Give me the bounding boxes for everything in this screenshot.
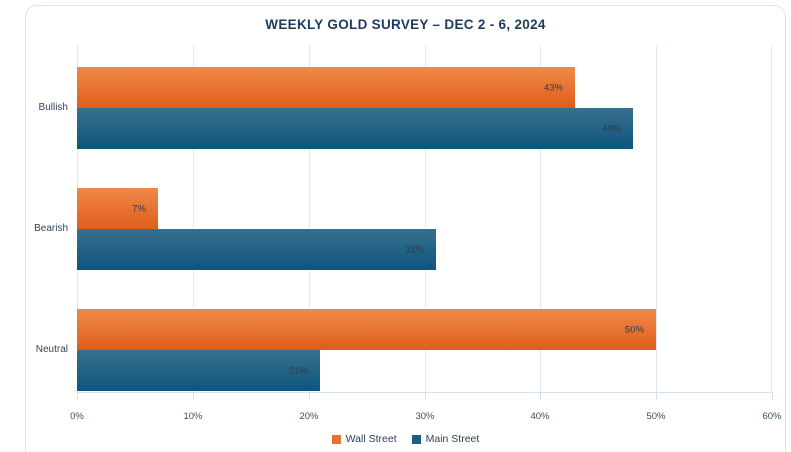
legend-item-main-street: Main Street [411, 433, 480, 445]
x-axis-tick-label: 30% [415, 411, 435, 422]
gridline [309, 45, 310, 392]
legend-swatch-wall-street [331, 434, 341, 444]
x-axis-tick [540, 392, 541, 400]
bar-main-street-neutral: 21% [77, 350, 320, 391]
legend-label: Main Street [425, 433, 480, 445]
y-axis-category-label-bullish: Bullish [38, 102, 68, 113]
gridline [425, 45, 426, 392]
bar-wall-street-bullish: 43% [77, 67, 575, 108]
y-axis-category-label-bearish: Bearish [34, 223, 68, 234]
x-axis-tick [77, 392, 78, 400]
bar-value-label: 50% [624, 324, 644, 335]
bar-value-label: 48% [601, 123, 621, 134]
y-axis-category-label-neutral: Neutral [35, 344, 68, 355]
x-axis-tick-label: 50% [646, 411, 666, 422]
x-axis-tick [309, 392, 310, 400]
legend-label: Wall Street [345, 433, 397, 445]
bar-wall-street-bearish: 7% [77, 188, 158, 229]
bar-value-label: 43% [543, 82, 563, 93]
gridline [656, 45, 657, 392]
x-axis-tick-label: 20% [299, 411, 319, 422]
x-axis-tick-label: 10% [183, 411, 203, 422]
bar-value-label: 31% [404, 244, 424, 255]
bar-value-label: 21% [288, 365, 308, 376]
bar-value-label: 7% [132, 203, 146, 214]
bar-main-street-bearish: 31% [77, 229, 436, 270]
bar-wall-street-neutral: 50% [77, 309, 656, 350]
x-axis-tick [425, 392, 426, 400]
chart-title: WEEKLY GOLD SURVEY – DEC 2 - 6, 2024 [265, 17, 546, 32]
x-axis-tick [772, 392, 773, 400]
gridline [540, 45, 541, 392]
x-axis-tick-label: 0% [70, 411, 84, 422]
legend-swatch-main-street [411, 434, 421, 444]
gridline [193, 45, 194, 392]
gridline [771, 45, 772, 392]
x-axis-tick-label: 40% [530, 411, 550, 422]
legend-item-wall-street: Wall Street [331, 433, 397, 445]
x-axis-tick [656, 392, 657, 400]
bar-main-street-bullish: 48% [77, 108, 633, 149]
legend: Wall Street Main Street [25, 433, 786, 445]
x-axis-tick-label: 60% [762, 411, 782, 422]
x-axis-tick [193, 392, 194, 400]
